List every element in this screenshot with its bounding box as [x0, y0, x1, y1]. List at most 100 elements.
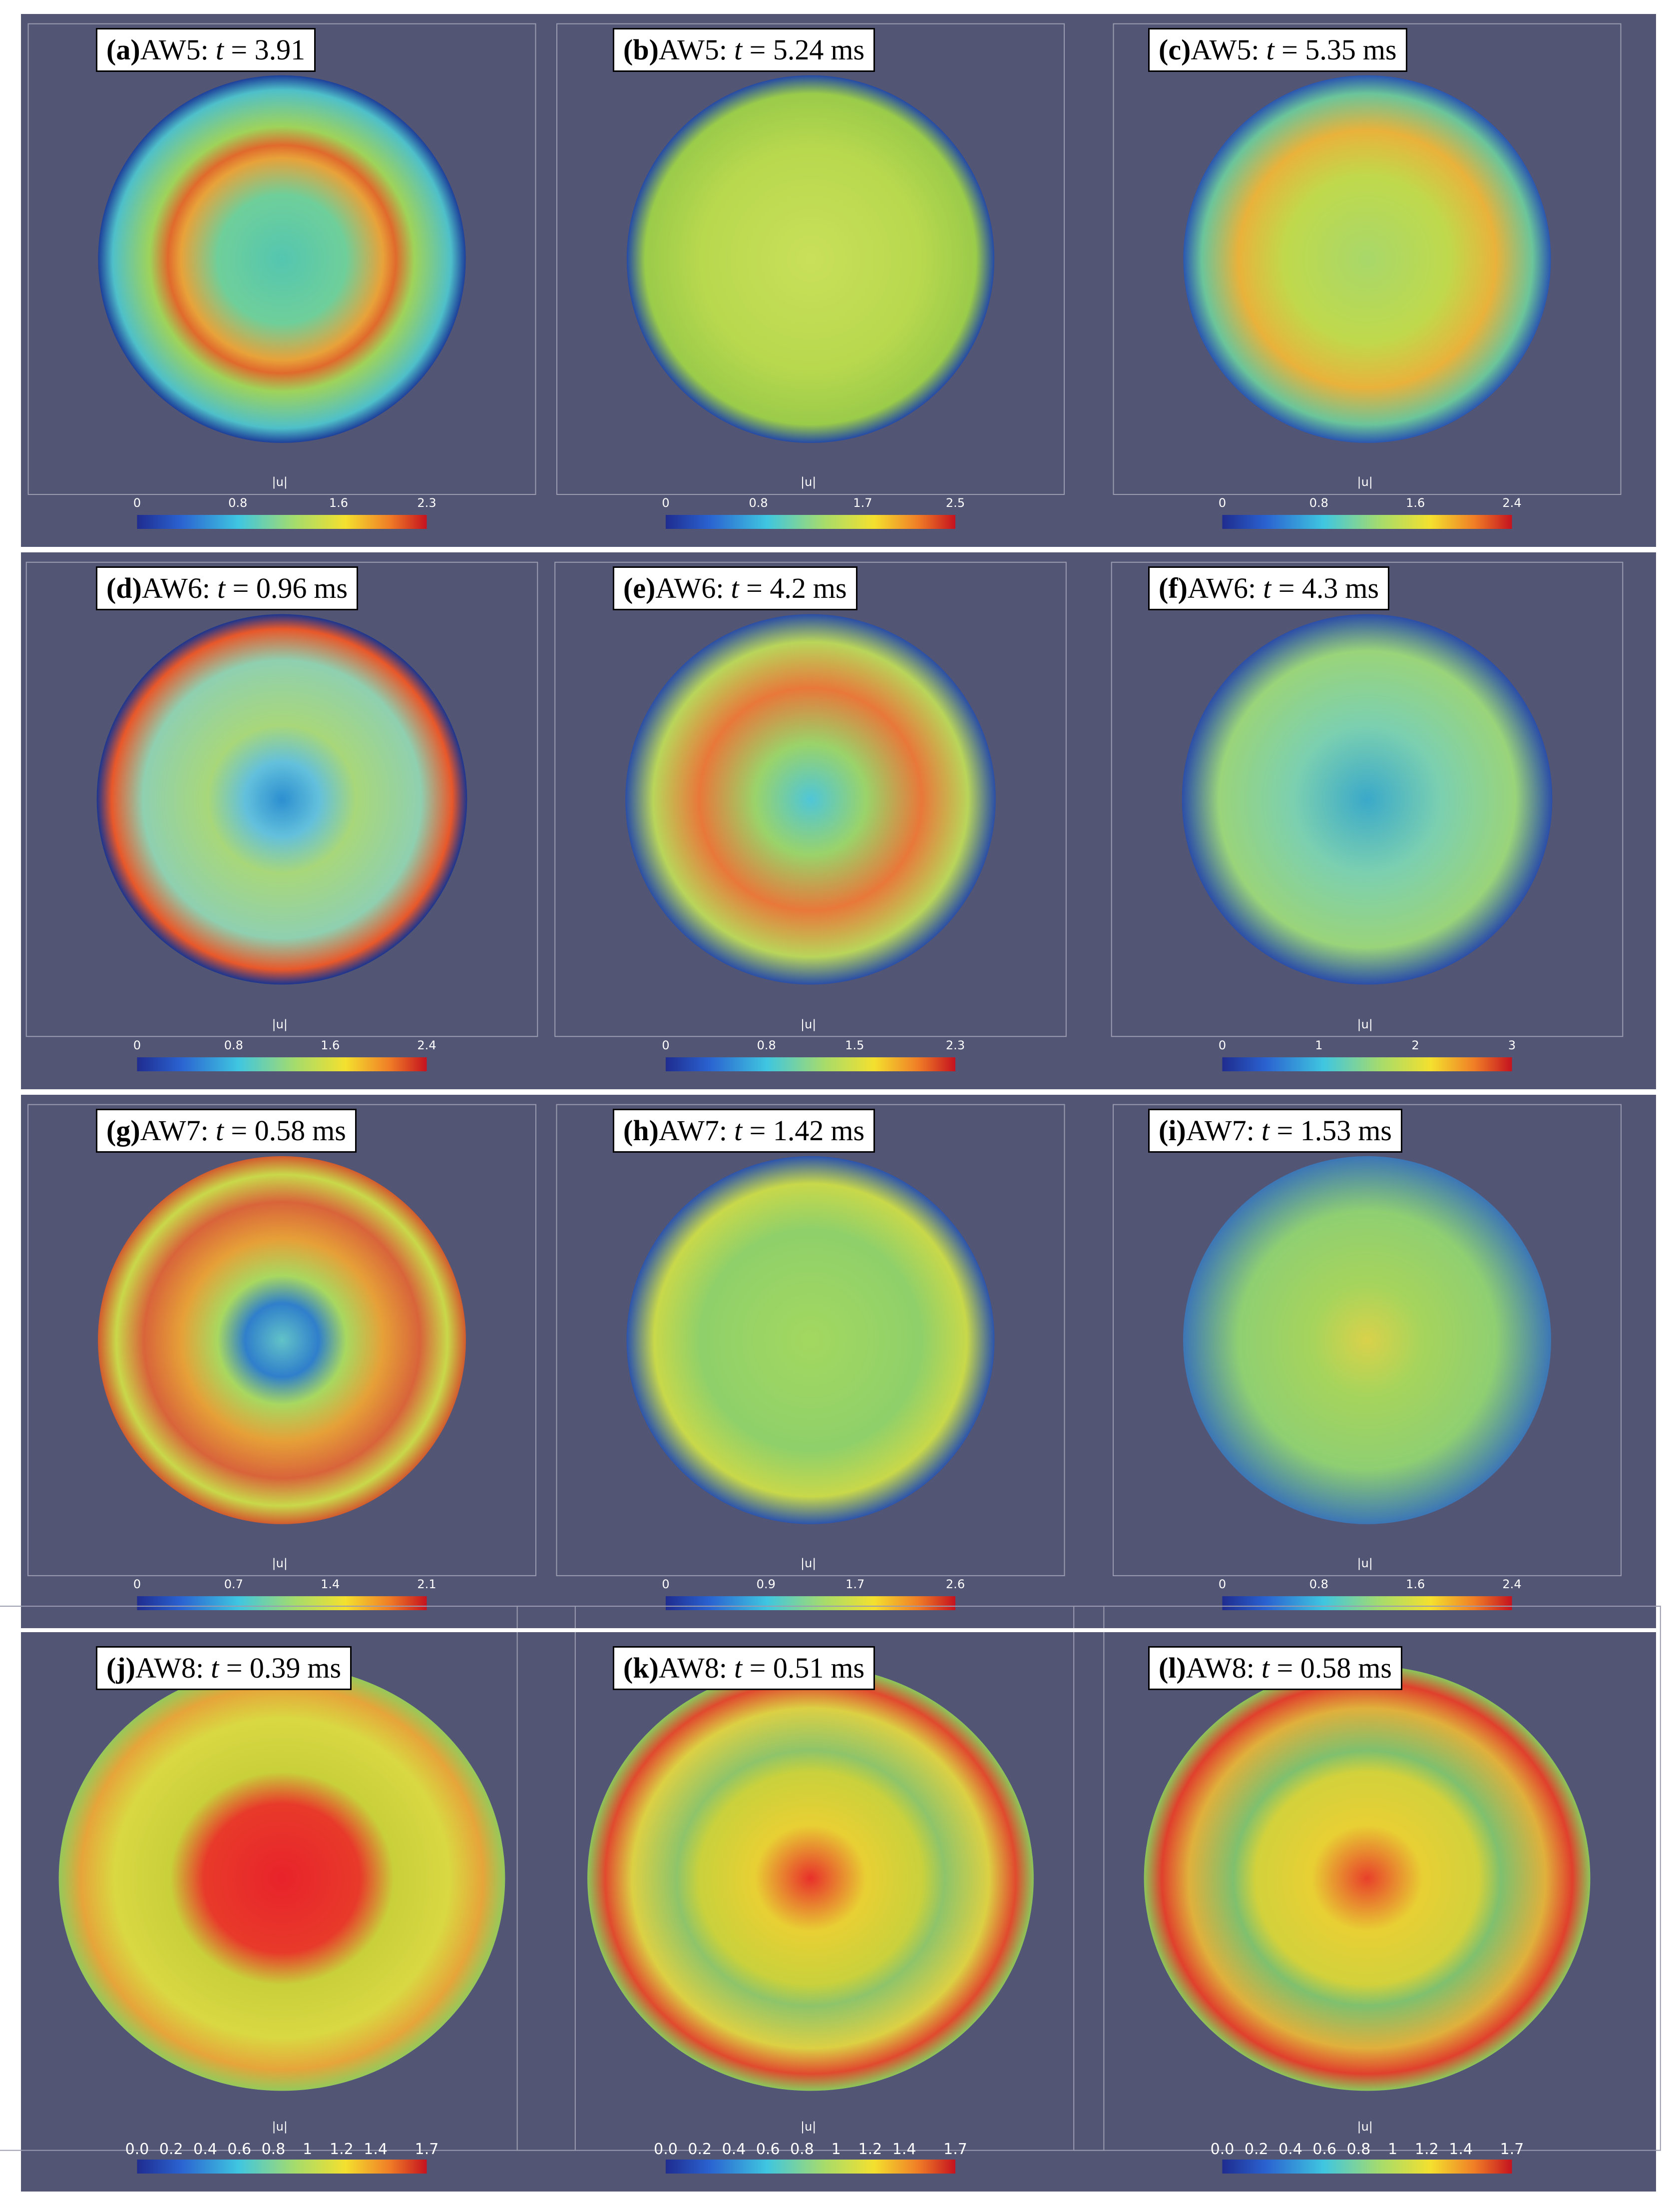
colorbar-tick-label: 0	[1218, 496, 1227, 510]
panel-var: t	[731, 572, 739, 604]
colorbar-tick-label: 0.8	[1309, 496, 1328, 510]
simulation-render	[587, 1666, 1034, 2091]
panel-case: AW8:	[658, 1652, 727, 1684]
panel-tag: (e)	[623, 572, 656, 604]
simulation-render	[96, 614, 467, 985]
panel-var: t	[215, 33, 224, 66]
panel-case: AW7:	[658, 1114, 727, 1147]
colorbar-tick-label: 1.4	[1449, 2141, 1473, 2158]
panel-unit: ms	[831, 1652, 865, 1684]
axis-box	[27, 1104, 536, 1576]
colorbar-tick-label: 1.6	[321, 1038, 340, 1052]
colorbar-title: |u|	[1357, 2120, 1373, 2134]
colorbar-title: |u|	[801, 1556, 817, 1570]
colorbar-title: |u|	[272, 1017, 288, 1031]
colorbar-tick-label: 0.8	[224, 1038, 243, 1052]
simulation-render	[626, 1156, 995, 1524]
colorbar-tick-label: 1.4	[364, 2141, 388, 2158]
panel-var: t	[734, 1114, 743, 1147]
colorbar-tick-label: 3	[1508, 1038, 1516, 1052]
panel-time: = 0.58	[231, 1114, 306, 1147]
colorbar-title: |u|	[801, 2120, 817, 2134]
panel-time: = 4.3	[1278, 572, 1338, 604]
colorbar	[137, 1057, 427, 1071]
panel-label: (b)AW5: t = 5.24 ms	[613, 28, 875, 72]
panel-case: AW6:	[141, 572, 210, 604]
panel-tag: (l)	[1159, 1652, 1186, 1684]
colorbar-tick-label: 0.7	[224, 1577, 243, 1591]
colorbar-tick-label: 0.6	[756, 2141, 780, 2158]
colorbar-tick-label: 2.3	[417, 496, 436, 510]
colorbar-title: |u|	[1357, 475, 1373, 489]
colorbar-tick-label: 1.2	[330, 2141, 354, 2158]
colorbar-tick-label: 0	[662, 496, 670, 510]
colorbar-tick-label: 0.4	[193, 2141, 217, 2158]
colorbar-tick-label: 1	[1388, 2141, 1398, 2158]
colorbar	[666, 2160, 955, 2174]
colorbar-tick-label: 1	[831, 2141, 841, 2158]
panel-var: t	[217, 572, 226, 604]
axis-box	[554, 561, 1067, 1037]
colorbar-tick-label: 2.6	[945, 1577, 965, 1591]
colorbar-tick-label: 0.2	[159, 2141, 183, 2158]
colorbar-tick-label: 0.9	[756, 1577, 776, 1591]
colorbar-tick-label: 0.8	[757, 1038, 776, 1052]
panel-tag: (f)	[1159, 572, 1188, 604]
panel-case: AW6:	[655, 572, 724, 604]
colorbar-tick-label: 1.6	[1406, 496, 1425, 510]
colorbar-tick-label: 0.6	[1312, 2141, 1337, 2158]
row-separator	[21, 1089, 1656, 1095]
simulation-render	[1144, 1666, 1591, 2091]
colorbar-tick-label: 1	[303, 2141, 313, 2158]
colorbar-tick-label: 0.8	[1346, 2141, 1371, 2158]
colorbar-tick-label: 2.4	[417, 1038, 436, 1052]
simulation-render	[98, 1156, 466, 1524]
panel-unit: ms	[831, 1114, 865, 1147]
colorbar-tick-label: 1.2	[1415, 2141, 1439, 2158]
colorbar-title: |u|	[801, 1017, 817, 1031]
panel-case: AW8:	[135, 1652, 204, 1684]
colorbar-tick-label: 2.5	[945, 496, 965, 510]
colorbar-tick-label: 0	[133, 496, 141, 510]
simulation-render	[626, 75, 995, 443]
colorbar-title: |u|	[272, 1556, 288, 1570]
colorbar	[666, 1057, 955, 1071]
colorbar-tick-label: 2.4	[1502, 1577, 1522, 1591]
colorbar-tick-label: 0.8	[749, 496, 768, 510]
panel-time: = 0.58	[1276, 1652, 1351, 1684]
axis-box	[1073, 1606, 1661, 2151]
colorbar-tick-label: 0.4	[722, 2141, 746, 2158]
colorbar-tick-label: 1.7	[415, 2141, 439, 2158]
panel-unit: ms	[813, 572, 847, 604]
colorbar-tick-label: 1	[1315, 1038, 1323, 1052]
panel-case: AW5:	[140, 33, 209, 66]
colorbar-tick-label: 0.0	[1210, 2141, 1235, 2158]
simulation-render	[98, 75, 466, 443]
colorbar-tick-label: 1.7	[853, 496, 872, 510]
panel-unit: ms	[1362, 33, 1397, 66]
panel-case: AW5:	[1191, 33, 1259, 66]
colorbar-tick-label: 1.6	[1406, 1577, 1425, 1591]
panel-time: = 0.39	[226, 1652, 301, 1684]
panel-tag: (i)	[1159, 1114, 1186, 1147]
panel-tag: (h)	[623, 1114, 659, 1147]
panel-tag: (b)	[623, 33, 659, 66]
axis-box	[27, 23, 536, 495]
axis-box	[0, 1606, 576, 2151]
panel-label: (j)AW8: t = 0.39 ms	[96, 1646, 352, 1690]
simulation-render	[1183, 75, 1551, 443]
colorbar-tick-label: 1.7	[1500, 2141, 1524, 2158]
simulation-render	[1182, 614, 1553, 985]
colorbar-tick-label: 0.2	[688, 2141, 712, 2158]
colorbar-tick-label: 0	[133, 1038, 141, 1052]
colorbar	[1222, 2160, 1512, 2174]
panel-time: = 1.42	[749, 1114, 824, 1147]
panel-label: (g)AW7: t = 0.58 ms	[96, 1109, 357, 1153]
colorbar-tick-label: 1.6	[329, 496, 349, 510]
panel-label: (k)AW8: t = 0.51 ms	[613, 1646, 875, 1690]
colorbar-title: |u|	[801, 475, 817, 489]
colorbar-title: |u|	[1357, 1017, 1373, 1031]
simulation-render	[625, 614, 996, 985]
colorbar-tick-label: 0	[1218, 1577, 1227, 1591]
colorbar	[1222, 1057, 1512, 1071]
